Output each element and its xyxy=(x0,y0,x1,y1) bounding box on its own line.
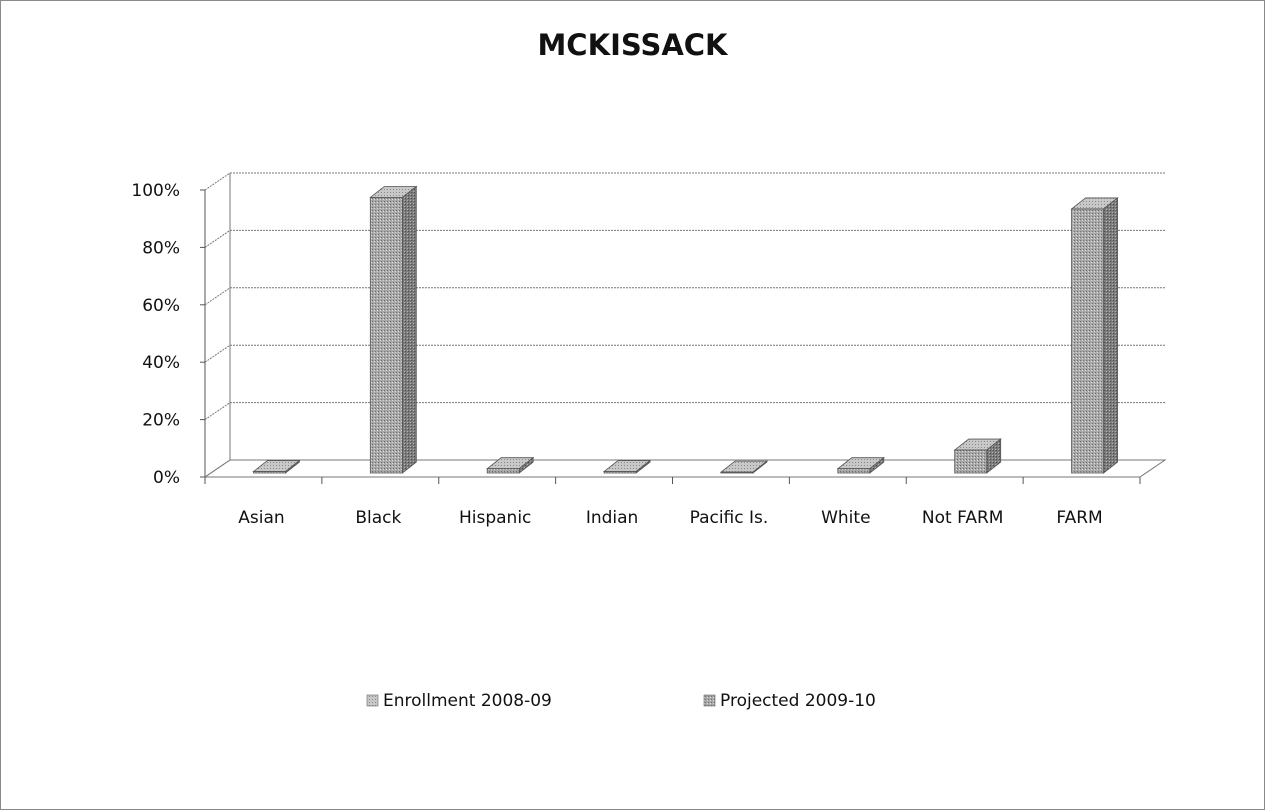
x-category-label: Hispanic xyxy=(459,508,531,528)
y-tick-label: 40% xyxy=(142,353,180,373)
gridline-side xyxy=(204,287,231,306)
x-category-label: Not FARM xyxy=(922,508,1004,528)
floor-plane xyxy=(203,459,1167,478)
gridline-side xyxy=(204,344,231,363)
bar-front xyxy=(253,471,286,474)
bar-side xyxy=(401,185,417,474)
gridline-side xyxy=(204,172,231,191)
bar-front xyxy=(837,468,871,474)
gridline-side xyxy=(204,229,231,248)
y-tick-label: 100% xyxy=(131,181,180,201)
bar xyxy=(602,459,652,474)
legend-swatch xyxy=(703,694,716,707)
x-category-label: Black xyxy=(355,508,401,528)
legend-swatch xyxy=(366,694,379,707)
y-tick-label: 80% xyxy=(142,238,180,258)
bar xyxy=(486,456,535,474)
bar-front xyxy=(1071,208,1104,474)
bar-front xyxy=(369,197,403,474)
x-category-label: FARM xyxy=(1056,508,1102,528)
bar-front xyxy=(486,468,520,474)
bar-front xyxy=(603,471,637,474)
bar xyxy=(252,459,301,474)
x-category-label: Asian xyxy=(238,508,284,528)
x-category-label: White xyxy=(821,508,870,528)
x-category-label: Indian xyxy=(586,508,639,528)
x-category-label: Pacific Is. xyxy=(690,508,769,528)
bar xyxy=(836,456,885,474)
y-tick-label: 0% xyxy=(153,468,180,488)
bar xyxy=(953,438,1002,474)
legend-label: Enrollment 2008-09 xyxy=(383,691,552,711)
legend-label: Projected 2009-10 xyxy=(720,691,876,711)
chart-title: MCKISSACK xyxy=(537,28,728,62)
y-tick-label: 20% xyxy=(142,411,180,431)
y-tick-label: 60% xyxy=(142,296,180,316)
bar xyxy=(719,460,769,474)
bar-side xyxy=(1103,197,1118,474)
bar xyxy=(369,185,418,474)
bar xyxy=(1070,197,1119,474)
gridline-side xyxy=(204,459,231,478)
bar-front xyxy=(954,449,988,474)
gridline-side xyxy=(204,402,231,421)
bar-front xyxy=(720,471,754,474)
